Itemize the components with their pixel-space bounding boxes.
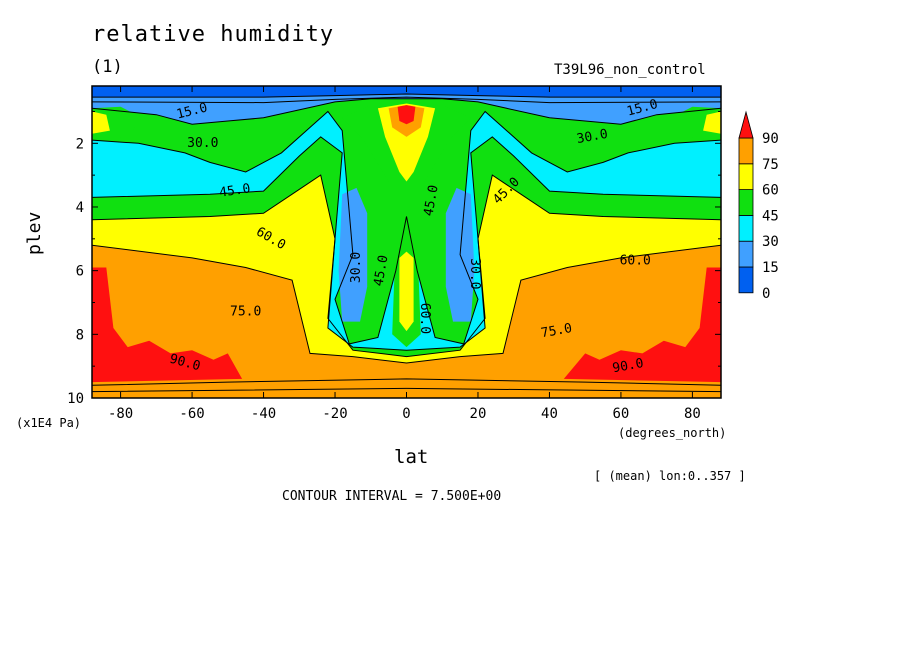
fill-90-pole-s	[92, 267, 243, 383]
y-axis-unit: (x1E4 Pa)	[16, 416, 82, 430]
contour-line	[92, 174, 721, 358]
x-tick-label: -40	[251, 406, 276, 422]
contour-label: 30.0	[187, 136, 218, 151]
x-tick-label: 80	[684, 406, 701, 422]
fill-60-75-pole-n	[703, 111, 721, 134]
fill-60-75	[92, 175, 721, 363]
y-tick-label: 2	[76, 136, 84, 152]
colorbar-box	[738, 214, 754, 242]
contour-label: 15.0	[175, 100, 209, 122]
contour-interval-label: CONTOUR INTERVAL = 7.500E+00	[282, 489, 502, 504]
contour-fill-group	[92, 86, 721, 398]
x-tick-label: -20	[322, 406, 347, 422]
contour-line	[92, 96, 721, 104]
fill-90-core	[397, 105, 416, 125]
colorbar-label: 30	[762, 234, 779, 250]
mean-footnote: [ (mean) lon:0..357 ]	[594, 469, 746, 483]
x-tick-label: 0	[402, 406, 410, 422]
contour-label: 60.0	[620, 254, 651, 269]
colorbar: 0 15 30 45 60 75 90	[738, 110, 779, 302]
contour-label: 30.0	[576, 127, 609, 147]
y-tick-label: 8	[76, 327, 84, 343]
y-tick-label: 6	[76, 264, 84, 280]
contour-line	[92, 387, 721, 393]
contour-label: 75.0	[540, 321, 573, 341]
x-tick-label: 40	[541, 406, 558, 422]
contour-label: 30.0	[467, 258, 482, 289]
colorbar-label: 15	[762, 260, 779, 276]
contour-label: 90.0	[611, 356, 644, 376]
contour-line	[92, 93, 721, 98]
contour-label: 45.0	[371, 254, 391, 287]
colorbar-box	[738, 163, 754, 191]
colorbar-box	[738, 266, 754, 294]
contour-line	[92, 378, 721, 386]
contour-label: 60.0	[417, 303, 432, 334]
colorbar-box	[738, 240, 754, 268]
contour-label: 30.0	[349, 252, 364, 283]
colorbar-label: 75	[762, 157, 779, 173]
x-tick-label: -60	[179, 406, 204, 422]
run-label: T39L96_non_control	[554, 62, 706, 78]
contour-label: 75.0	[230, 305, 261, 320]
chart-subtitle: (1)	[92, 57, 123, 77]
colorbar-box	[738, 137, 754, 165]
y-tick-label: 10	[67, 391, 84, 407]
x-tick-label: 60	[613, 406, 630, 422]
contour-label: 45.0	[421, 184, 441, 217]
fill-90-pole-n	[563, 267, 721, 383]
colorbar-label: 0	[762, 286, 770, 302]
x-tick-label: -80	[108, 406, 133, 422]
contour-line	[92, 244, 721, 364]
axes-group: -80 -60 -40 -20 0 20 40 60 80 2 4 6 8 10	[67, 86, 721, 422]
fill-45-60-column	[342, 101, 471, 348]
colorbar-arrow	[738, 110, 754, 139]
x-axis-label: lat	[394, 446, 429, 468]
chart-title: relative humidity	[92, 22, 335, 47]
colorbar-label: 45	[762, 208, 779, 224]
contour-line	[92, 98, 721, 125]
fill-75-90	[92, 245, 721, 398]
y-tick-label: 4	[76, 200, 84, 216]
colorbar-label: 90	[762, 131, 779, 147]
contour-line	[92, 110, 721, 345]
colorbar-box	[738, 189, 754, 216]
contour-label: 45.0	[218, 181, 251, 200]
fill-60-75-column-low	[399, 251, 414, 332]
x-axis-unit: (degrees_north)	[618, 426, 727, 440]
x-tick-label: 20	[470, 406, 487, 422]
colorbar-label: 60	[762, 183, 779, 199]
fill-60-75-pole-s	[92, 111, 110, 134]
contour-line	[92, 136, 721, 351]
